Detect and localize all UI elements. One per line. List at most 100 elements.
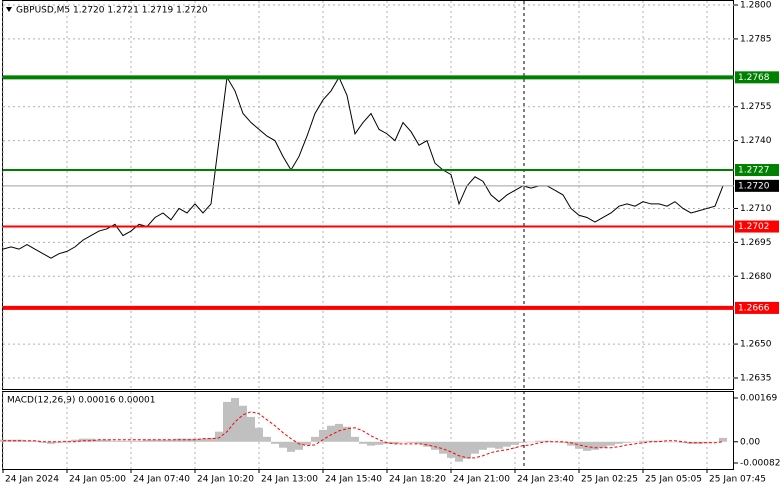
macd-bar	[495, 441, 503, 449]
macd-bar	[447, 441, 455, 458]
macd-bar	[95, 439, 103, 442]
macd-bar	[303, 441, 311, 445]
level-label: 1.2666	[738, 303, 770, 313]
macd-bar	[711, 441, 719, 443]
macd-bar	[263, 436, 271, 442]
main-panel	[2, 0, 734, 390]
macd-bar	[287, 441, 295, 452]
macd-bar	[519, 441, 527, 443]
macd-bar	[111, 440, 119, 442]
macd-bar	[567, 441, 575, 446]
level-tag	[735, 164, 779, 177]
macd-panel	[2, 391, 734, 470]
x-tick-label: 24 Jan 23:40	[517, 475, 574, 485]
macd-bar	[367, 441, 375, 446]
macd-bar	[135, 440, 143, 442]
level-tag	[735, 71, 779, 84]
macd-bar	[271, 441, 279, 444]
macd-bar	[71, 439, 79, 442]
macd-bar	[487, 441, 495, 448]
macd-bar	[31, 440, 39, 442]
macd-bar	[623, 441, 631, 443]
y-tick-label: -0.00082	[740, 459, 780, 469]
macd-bar	[343, 426, 351, 442]
macd-bar	[23, 440, 31, 442]
macd-bar	[127, 440, 135, 442]
level-label: 1.2702	[738, 222, 770, 232]
x-tick-label: 24 Jan 13:00	[261, 475, 318, 485]
macd-bar	[151, 439, 159, 442]
y-tick-label: 1.2710	[740, 204, 772, 214]
macd-bar	[223, 401, 231, 442]
y-tick-label: 1.2680	[740, 272, 772, 282]
macd-bar	[719, 437, 727, 442]
macd-bar	[79, 438, 87, 442]
macd-bar	[503, 441, 511, 447]
macd-bar	[231, 398, 239, 442]
macd-bar	[63, 440, 71, 442]
x-tick-label: 25 Jan 07:45	[709, 475, 766, 485]
macd-bar	[543, 440, 551, 442]
signal-line	[3, 411, 724, 459]
macd-bar	[375, 441, 383, 445]
macd-bar	[407, 441, 415, 443]
macd-bar	[215, 431, 223, 442]
macd-bar	[279, 441, 287, 448]
y-tick-label: 1.2635	[740, 374, 772, 384]
x-tick-label: 24 Jan 10:20	[197, 475, 254, 485]
macd-bar	[191, 438, 199, 442]
macd-bar	[247, 416, 255, 442]
macd-bar	[199, 438, 207, 442]
x-tick-label: 24 Jan 05:00	[69, 475, 126, 485]
macd-bar	[455, 441, 463, 462]
macd-bar	[679, 441, 687, 443]
y-tick-label: 1.2740	[740, 136, 772, 146]
macd-bar	[47, 441, 55, 444]
macd-bar	[239, 405, 247, 442]
macd-bar	[655, 440, 663, 442]
macd-bar	[631, 441, 639, 443]
x-tick-label: 24 Jan 2024	[5, 475, 59, 485]
y-tick-label: 0.00	[740, 437, 760, 447]
macd-bar	[639, 440, 647, 442]
y-tick-label: 1.2695	[740, 238, 772, 248]
macd-bar	[351, 436, 359, 442]
macd-bar	[607, 441, 615, 446]
macd-bar	[391, 441, 399, 444]
macd-bar	[423, 441, 431, 447]
macd-bar	[167, 439, 175, 442]
macd-bar	[311, 436, 319, 442]
macd-bar	[591, 441, 599, 450]
x-tick-label: 24 Jan 15:40	[325, 475, 382, 485]
x-tick-label: 24 Jan 21:00	[453, 475, 510, 485]
macd-bar	[479, 441, 487, 450]
macd-bar	[527, 441, 535, 443]
macd-bar	[399, 441, 407, 443]
macd-bar	[647, 440, 655, 442]
macd-bar	[431, 441, 439, 450]
macd-bar	[255, 427, 263, 442]
macd-bar	[551, 441, 559, 443]
macd-bar	[143, 439, 151, 442]
macd-bar	[175, 438, 183, 442]
y-tick-label: 1.2785	[740, 34, 772, 44]
price-line	[2, 75, 724, 259]
macd-bar	[471, 441, 479, 454]
macd-bar	[39, 441, 47, 443]
macd-bar	[615, 441, 623, 444]
macd-bar	[599, 441, 607, 448]
chart-title: GBPUSD,M5 1.2720 1.2721 1.2719 1.2720	[16, 6, 208, 16]
macd-bar	[207, 437, 215, 442]
y-tick-label: 1.2755	[740, 102, 772, 112]
level-tag	[735, 220, 779, 233]
y-tick-label: 0.00169	[740, 394, 777, 404]
macd-bar	[559, 441, 567, 443]
macd-bar	[55, 441, 63, 443]
macd-bar	[439, 441, 447, 454]
macd-bar	[415, 441, 423, 444]
macd-bar	[663, 441, 671, 443]
current-price-tag	[735, 179, 779, 192]
